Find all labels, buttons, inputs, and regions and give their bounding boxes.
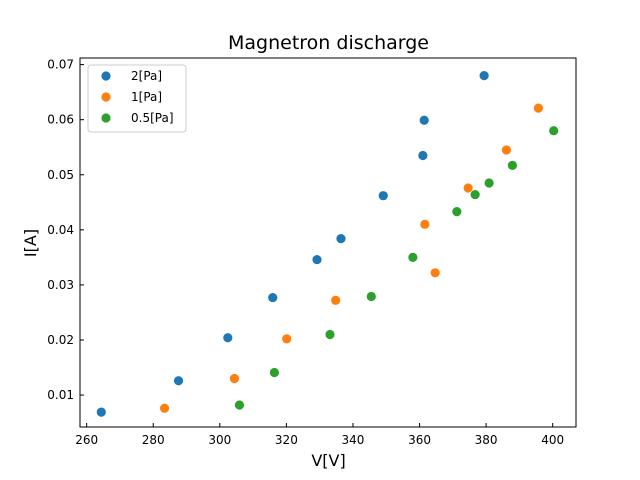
legend: 2[Pa] 1[Pa] 0.5[Pa] — [87, 64, 187, 133]
data-point — [282, 334, 292, 344]
data-point — [269, 367, 280, 378]
legend-marker — [101, 92, 111, 102]
data-point — [452, 207, 462, 217]
y-tick-label: 0.05 — [47, 168, 74, 182]
data-point — [533, 103, 543, 113]
data-point — [159, 403, 170, 413]
data-point — [549, 126, 559, 136]
y-axis-label: I[A] — [21, 229, 40, 257]
data-point — [419, 115, 429, 125]
x-tick-label: 340 — [342, 433, 365, 447]
legend-entry-label: 1[Pa] — [131, 90, 162, 104]
legend-marker — [101, 113, 111, 123]
data-point — [378, 191, 388, 201]
plot-area-frame — [79, 57, 577, 428]
y-tick-label: 0.03 — [47, 278, 74, 292]
x-tick-label: 300 — [208, 433, 231, 447]
data-point — [173, 376, 184, 386]
data-point — [325, 329, 335, 340]
data-point — [268, 292, 278, 303]
data-point — [420, 219, 430, 229]
x-tick-label: 360 — [408, 433, 431, 447]
x-tick-label: 280 — [142, 433, 165, 447]
data-point — [463, 183, 473, 193]
y-tick-label: 0.04 — [47, 223, 74, 237]
chart-title: Magnetron discharge — [228, 32, 429, 54]
data-point — [418, 150, 428, 161]
legend-entry-label: 2[Pa] — [131, 69, 162, 83]
y-tick-label: 0.07 — [47, 58, 74, 72]
x-tick-label: 380 — [475, 433, 498, 447]
data-points — [96, 71, 559, 417]
data-point — [234, 400, 245, 410]
data-point — [223, 333, 233, 343]
data-point — [229, 373, 240, 384]
data-point — [479, 71, 489, 81]
data-point — [336, 234, 346, 244]
data-point — [331, 295, 341, 305]
data-point — [484, 178, 494, 188]
data-point — [96, 407, 106, 417]
x-axis-label: V[V] — [311, 451, 345, 470]
data-point — [408, 252, 418, 262]
y-tick-label: 0.06 — [47, 113, 74, 127]
axis-ticks: 260 280 300 320 340 360 380 400 0.01 0.02 0.03 0.04… — [47, 58, 564, 447]
legend-box — [87, 64, 187, 133]
legend-marker — [101, 71, 111, 81]
x-tick-label: 400 — [541, 433, 564, 447]
data-point — [507, 160, 518, 170]
data-point — [470, 189, 480, 200]
x-tick-label: 260 — [75, 433, 98, 447]
data-point — [430, 268, 440, 278]
y-tick-label: 0.02 — [47, 333, 74, 347]
x-tick-label: 320 — [275, 433, 298, 447]
data-point — [366, 291, 376, 302]
y-tick-label: 0.01 — [47, 388, 74, 402]
legend-entry-label: 0.5[Pa] — [131, 111, 174, 125]
data-point — [312, 254, 322, 265]
data-point — [501, 145, 512, 155]
